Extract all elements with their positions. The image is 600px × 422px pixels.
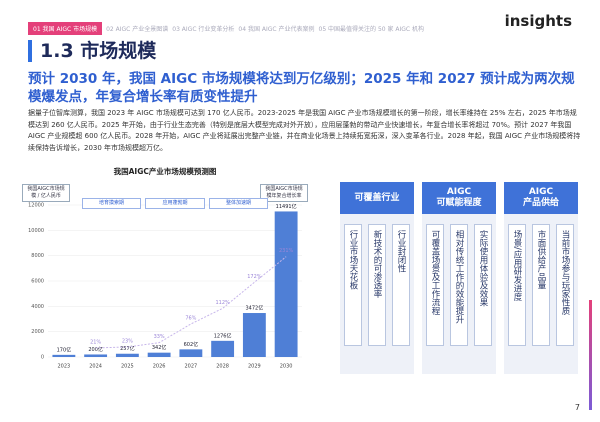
factor-header: 可覆盖行业	[340, 182, 414, 214]
y-tick-label: 6000	[31, 279, 44, 285]
x-tick-label: 2029	[248, 364, 261, 370]
growth-label: 112%	[215, 300, 230, 306]
factor-items: 场景/应用研发进度 市面供给产品量 当前市场参与玩家性质	[508, 224, 574, 346]
body-text: 据量子位智库测算，我国 2023 年 AIGC 市场规模可达到 170 亿人民币…	[28, 109, 581, 152]
page-number: 7	[574, 403, 580, 412]
y-tick-label: 8000	[31, 253, 44, 259]
value-label: 602亿	[184, 341, 199, 348]
factors: 可覆盖行业 行业市场天花板 新技术的可渗透率 行业封闭性 AIGC 可赋能程度 可覆盖场景及…	[340, 182, 578, 374]
nav-item: 04 我国 AIGC 产业代表案例	[238, 26, 315, 33]
y-tick-label: 12000	[28, 203, 44, 209]
factor-column: AIGC 可赋能程度可覆盖场景及工作流程 相对传统工作的效能提升 实际使用体验及效果	[422, 182, 496, 374]
chart: 我国AIGC产业市场规模预测图 0 2000 4000 6000 8000 10000 12…	[28, 166, 302, 370]
phase-label: 整体加速期	[208, 198, 269, 209]
y-tick-label: 2000	[31, 329, 44, 335]
chart-title: 我国AIGC产业市场规模预测图	[114, 166, 217, 176]
factor-items: 可覆盖场景及工作流程 相对传统工作的效能提升 实际使用体验及效果	[426, 224, 492, 346]
value-label: 200亿	[88, 346, 103, 353]
factor-item: 可覆盖场景及工作流程	[426, 224, 444, 346]
y-axis-label: 我国AIGC市场规模 / 亿人民币	[22, 184, 70, 202]
value-label: 257亿	[120, 345, 135, 352]
bar	[147, 352, 171, 357]
x-tick-label: 2026	[153, 364, 166, 370]
factor-item: 市面供给产品量	[532, 224, 550, 346]
nav-item: 03 AIGC 行业变革分析	[172, 26, 235, 33]
bar	[274, 211, 298, 357]
nav-item: 02 AIGC 产业全景图谱	[106, 26, 169, 33]
growth-label: 我国AIGC市场规模年复合增长率	[260, 184, 308, 202]
nav: 01 我国 AIGC 市场规模 02 AIGC 产业全景图谱 03 AIGC 行业变…	[28, 22, 424, 35]
value-label: 342亿	[152, 344, 167, 351]
bar	[211, 340, 235, 357]
y-tick-label: 10000	[28, 228, 44, 234]
factor-title: AIGC	[528, 187, 554, 197]
factor-item: 相对传统工作的效能提升	[450, 224, 468, 346]
factor-items: 行业市场天花板 新技术的可渗透率 行业封闭性	[344, 224, 410, 346]
nav-item: 01 我国 AIGC 市场规模	[28, 22, 103, 35]
x-tick-label: 2027	[185, 364, 198, 370]
x-tick-label: 2025	[121, 364, 134, 370]
section-title: 1.3 市场规模	[28, 40, 156, 62]
bar	[52, 354, 76, 357]
factor-item: 行业市场天花板	[344, 224, 362, 346]
nav-item: 05 中国最值得关注的 50 家 AIGC 机构	[318, 26, 425, 33]
factor-item: 场景/应用研发进度	[508, 224, 526, 346]
factor-item: 行业封闭性	[392, 224, 410, 346]
logo: insights	[504, 12, 572, 30]
growth-line	[95, 256, 287, 349]
x-tick-label: 2024	[89, 364, 102, 370]
x-tick-label: 2030	[280, 364, 293, 370]
factor-column: AIGC 产品供给场景/应用研发进度 市面供给产品量 当前市场参与玩家性质	[504, 182, 578, 374]
x-tick-label: 2028	[216, 364, 229, 370]
headline: 预计 2030 年，我国 AIGC 市场规模将达到万亿级别；2025 年和 20…	[28, 71, 575, 105]
value-label: 3472亿	[246, 305, 264, 312]
factor-header: AIGC 可赋能程度	[422, 182, 496, 214]
bar	[115, 353, 139, 357]
value-label: 170亿	[57, 346, 72, 353]
bar	[242, 313, 266, 357]
factor-item: 当前市场参与玩家性质	[556, 224, 574, 346]
factor-title: AIGC	[446, 187, 472, 197]
growth-label: 23%	[122, 339, 133, 345]
factor-column: 可覆盖行业行业市场天花板 新技术的可渗透率 行业封闭性	[340, 182, 414, 374]
growth-label: 172%	[247, 274, 262, 280]
growth-label: 76%	[185, 315, 196, 321]
factor-item: 实际使用体验及效果	[474, 224, 492, 346]
growth-label: 231%	[279, 248, 294, 254]
phase-label: 应用蓬勃期	[145, 198, 205, 209]
bar	[84, 354, 108, 357]
factor-title: 产品供给	[522, 198, 559, 208]
bar	[179, 349, 203, 357]
phase-label: 培育摸索期	[81, 198, 142, 209]
factor-title: 可赋能程度	[436, 198, 482, 208]
factor-item: 新技术的可渗透率	[368, 224, 386, 346]
growth-label: 33%	[154, 334, 165, 340]
x-tick-label: 2023	[58, 364, 71, 370]
factor-title: 可覆盖行业	[354, 192, 400, 203]
y-tick-label: 4000	[31, 304, 44, 310]
decoration	[589, 300, 592, 410]
growth-label: 21%	[90, 339, 101, 345]
factor-header: AIGC 产品供给	[504, 182, 578, 214]
value-label: 1276亿	[214, 332, 232, 339]
value-label: 11491亿	[276, 203, 297, 210]
y-tick-label: 0	[41, 355, 44, 361]
